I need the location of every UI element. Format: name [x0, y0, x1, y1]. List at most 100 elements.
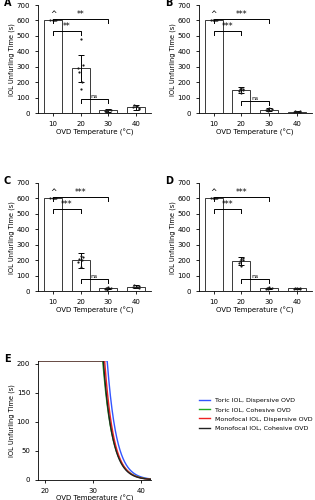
Point: [136, 284, 141, 292]
Text: **: **: [77, 10, 84, 18]
Bar: [72, 68, 89, 114]
Point: [239, 84, 244, 92]
Legend: Toric IOL, Dispersive OVD, Toric IOL, Cohesive OVD, Monofocal IOL, Dispersive OV: Toric IOL, Dispersive OVD, Toric IOL, Co…: [196, 396, 315, 434]
Point: [211, 194, 216, 202]
Bar: [127, 286, 145, 292]
Point: [213, 194, 218, 202]
Point: [108, 284, 113, 292]
Point: [295, 108, 300, 116]
Point: [297, 108, 302, 116]
Point: [266, 284, 271, 292]
Text: ***: ***: [222, 200, 233, 209]
Point: [236, 87, 241, 95]
Point: [213, 194, 218, 202]
Point: [238, 86, 243, 94]
Text: ***: ***: [236, 188, 247, 196]
Text: ^: ^: [211, 10, 217, 19]
Text: ns: ns: [91, 94, 98, 99]
Text: ^: ^: [211, 188, 217, 197]
Point: [104, 284, 109, 292]
Text: B: B: [165, 0, 172, 8]
Point: [75, 64, 80, 72]
Point: [48, 194, 53, 202]
Point: [104, 106, 109, 114]
Point: [239, 255, 244, 263]
Point: [77, 255, 82, 263]
Point: [134, 102, 139, 110]
Point: [265, 284, 270, 292]
Bar: [72, 260, 89, 292]
Bar: [99, 288, 117, 292]
Point: [215, 194, 220, 202]
Point: [106, 106, 111, 114]
Point: [130, 284, 135, 292]
Point: [292, 284, 297, 292]
Y-axis label: IOL Unfurling Time (s): IOL Unfurling Time (s): [169, 200, 176, 274]
Y-axis label: IOL Unfurling Time (s): IOL Unfurling Time (s): [169, 23, 176, 96]
Point: [132, 281, 137, 289]
Point: [239, 90, 244, 98]
Point: [211, 16, 216, 24]
Point: [52, 194, 57, 202]
Point: [265, 106, 270, 114]
Point: [266, 286, 271, 294]
Bar: [127, 107, 145, 114]
Point: [136, 104, 141, 112]
Bar: [205, 198, 223, 292]
Point: [291, 108, 296, 116]
Point: [134, 282, 139, 290]
Point: [77, 68, 82, 76]
Text: E: E: [4, 354, 10, 364]
Point: [264, 106, 269, 114]
Point: [79, 256, 84, 264]
Point: [136, 105, 141, 113]
Point: [297, 286, 302, 294]
Point: [52, 16, 57, 24]
Point: [297, 107, 302, 115]
Point: [50, 194, 55, 202]
Bar: [288, 112, 306, 114]
Point: [215, 16, 220, 24]
Point: [78, 84, 83, 92]
Point: [292, 107, 297, 115]
Point: [295, 284, 300, 292]
Point: [80, 62, 85, 70]
Point: [213, 16, 218, 24]
Text: ***: ***: [236, 10, 247, 18]
Point: [51, 16, 56, 24]
Bar: [260, 110, 278, 114]
Text: ns: ns: [91, 274, 98, 278]
Point: [75, 258, 80, 266]
Point: [265, 105, 270, 113]
X-axis label: OVD Temperature (°C): OVD Temperature (°C): [216, 306, 294, 314]
Text: D: D: [165, 176, 173, 186]
Point: [265, 284, 270, 292]
Point: [241, 254, 246, 262]
Text: ***: ***: [222, 22, 233, 31]
Point: [105, 286, 110, 294]
Point: [103, 107, 108, 115]
Text: ***: ***: [75, 188, 86, 196]
X-axis label: OVD Temperature (°C): OVD Temperature (°C): [56, 495, 133, 500]
Point: [295, 108, 300, 116]
Y-axis label: IOL Unfurling Time (s): IOL Unfurling Time (s): [9, 23, 15, 96]
Point: [136, 282, 141, 290]
Point: [240, 256, 245, 264]
Point: [54, 16, 59, 24]
Point: [105, 108, 110, 116]
Y-axis label: IOL Unfurling Time (s): IOL Unfurling Time (s): [9, 200, 15, 274]
Point: [266, 106, 271, 114]
X-axis label: OVD Temperature (°C): OVD Temperature (°C): [56, 306, 133, 314]
Point: [212, 194, 217, 202]
Point: [130, 103, 135, 111]
Point: [106, 284, 111, 292]
Text: ^: ^: [50, 188, 56, 197]
Point: [134, 102, 139, 110]
Point: [79, 78, 84, 86]
Text: ns: ns: [252, 274, 259, 278]
Point: [269, 105, 274, 113]
Point: [132, 101, 137, 109]
Point: [78, 264, 83, 272]
Point: [52, 16, 57, 24]
Point: [48, 16, 53, 24]
